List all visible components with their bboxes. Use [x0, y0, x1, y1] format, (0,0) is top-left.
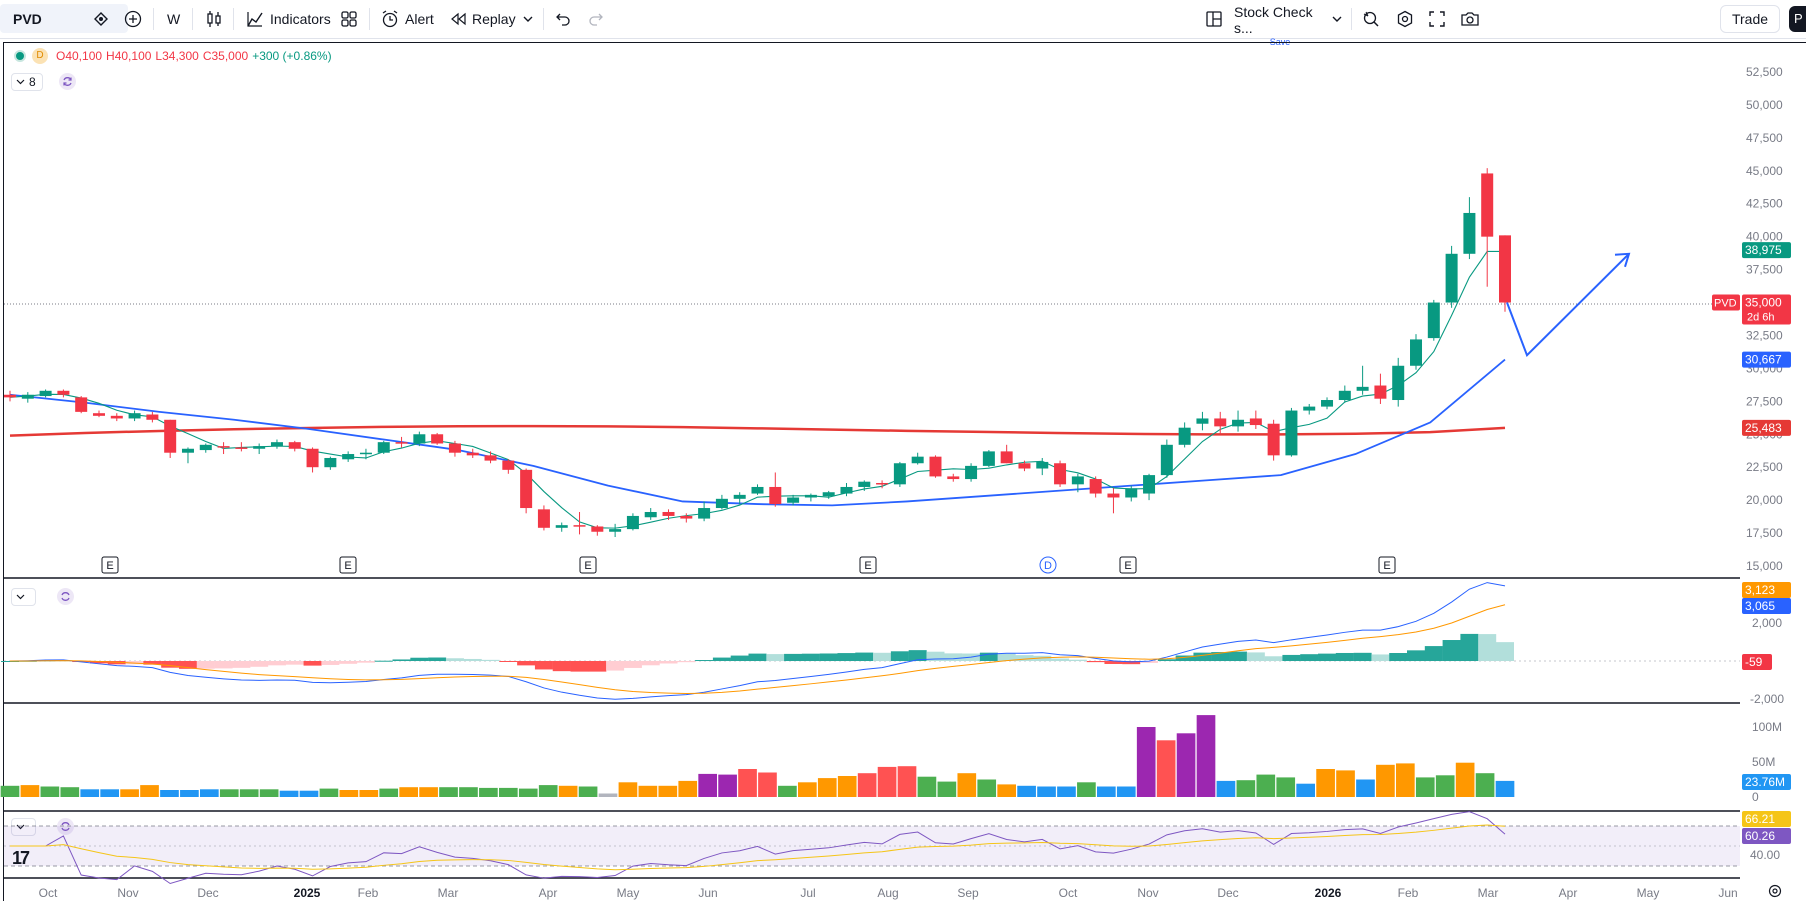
legend-open: O40,100	[56, 49, 103, 63]
rewind-icon	[451, 12, 466, 26]
market-status-dot	[14, 50, 26, 62]
indicators-button[interactable]: Indicators	[246, 0, 331, 38]
sync-icon[interactable]	[57, 588, 74, 605]
compare-symbol-icon[interactable]	[93, 0, 109, 38]
settings-icon[interactable]	[1396, 0, 1414, 38]
separator	[543, 8, 544, 30]
chevron-down-icon	[16, 824, 25, 830]
top-toolbar: PVD W Indicators Alert Replay Stock Chec…	[0, 0, 1806, 47]
redo-icon[interactable]	[588, 0, 604, 38]
chart-frame	[3, 42, 1806, 901]
separator	[233, 8, 234, 30]
tradingview-logo[interactable]: 17	[12, 848, 30, 868]
layout-name: Stock Check s...	[1234, 4, 1313, 36]
layout-name-button[interactable]: Stock Check s... Save	[1234, 4, 1326, 47]
timezone-settings-icon[interactable]	[1768, 884, 1782, 903]
separator	[153, 8, 154, 30]
alert-label: Alert	[405, 11, 434, 27]
add-symbol-icon[interactable]	[124, 0, 142, 38]
fullscreen-icon[interactable]	[1428, 0, 1446, 38]
chevron-down-icon[interactable]	[522, 0, 534, 38]
alert-button[interactable]: Alert	[380, 0, 434, 38]
separator	[1351, 8, 1352, 30]
trade-button[interactable]: Trade	[1720, 5, 1780, 33]
layout-icon[interactable]	[1205, 0, 1223, 38]
indicators-count: 8	[29, 75, 36, 89]
replay-button[interactable]: Replay	[450, 0, 516, 38]
sync-icon[interactable]	[59, 73, 76, 90]
quick-search-icon[interactable]	[1362, 0, 1380, 38]
indicators-label: Indicators	[270, 11, 331, 27]
separator	[192, 8, 193, 30]
chevron-down-icon	[16, 594, 25, 600]
legend-high: H40,100	[106, 49, 152, 63]
ohlc-legend: D O40,100 H40,100 L34,300 C35,000 +300 (…	[14, 48, 332, 64]
chevron-down-icon	[16, 79, 25, 85]
timeframe-badge[interactable]: D	[32, 48, 48, 64]
alarm-clock-icon	[382, 10, 398, 28]
sync-icon[interactable]	[57, 818, 74, 835]
separator	[369, 8, 370, 30]
legend-close: C35,000	[202, 49, 249, 63]
camera-icon[interactable]	[1460, 0, 1480, 38]
publish-button[interactable]: P	[1789, 6, 1806, 32]
legend-change: +300 (+0.86%)	[252, 49, 332, 63]
rsi-collapse-button[interactable]	[11, 818, 36, 836]
macd-collapse-button[interactable]	[11, 588, 36, 606]
templates-icon[interactable]	[340, 0, 358, 38]
indicators-icon	[247, 12, 263, 27]
legend-low: L34,300	[155, 49, 199, 63]
symbol-name[interactable]: PVD	[13, 11, 42, 27]
layout-menu-chevron-icon[interactable]	[1331, 0, 1343, 38]
indicators-collapse-button[interactable]: 8	[11, 73, 43, 91]
interval-button[interactable]: W	[167, 11, 181, 27]
replay-label: Replay	[472, 11, 516, 27]
candles-icon[interactable]	[206, 0, 222, 38]
undo-icon[interactable]	[555, 0, 571, 38]
